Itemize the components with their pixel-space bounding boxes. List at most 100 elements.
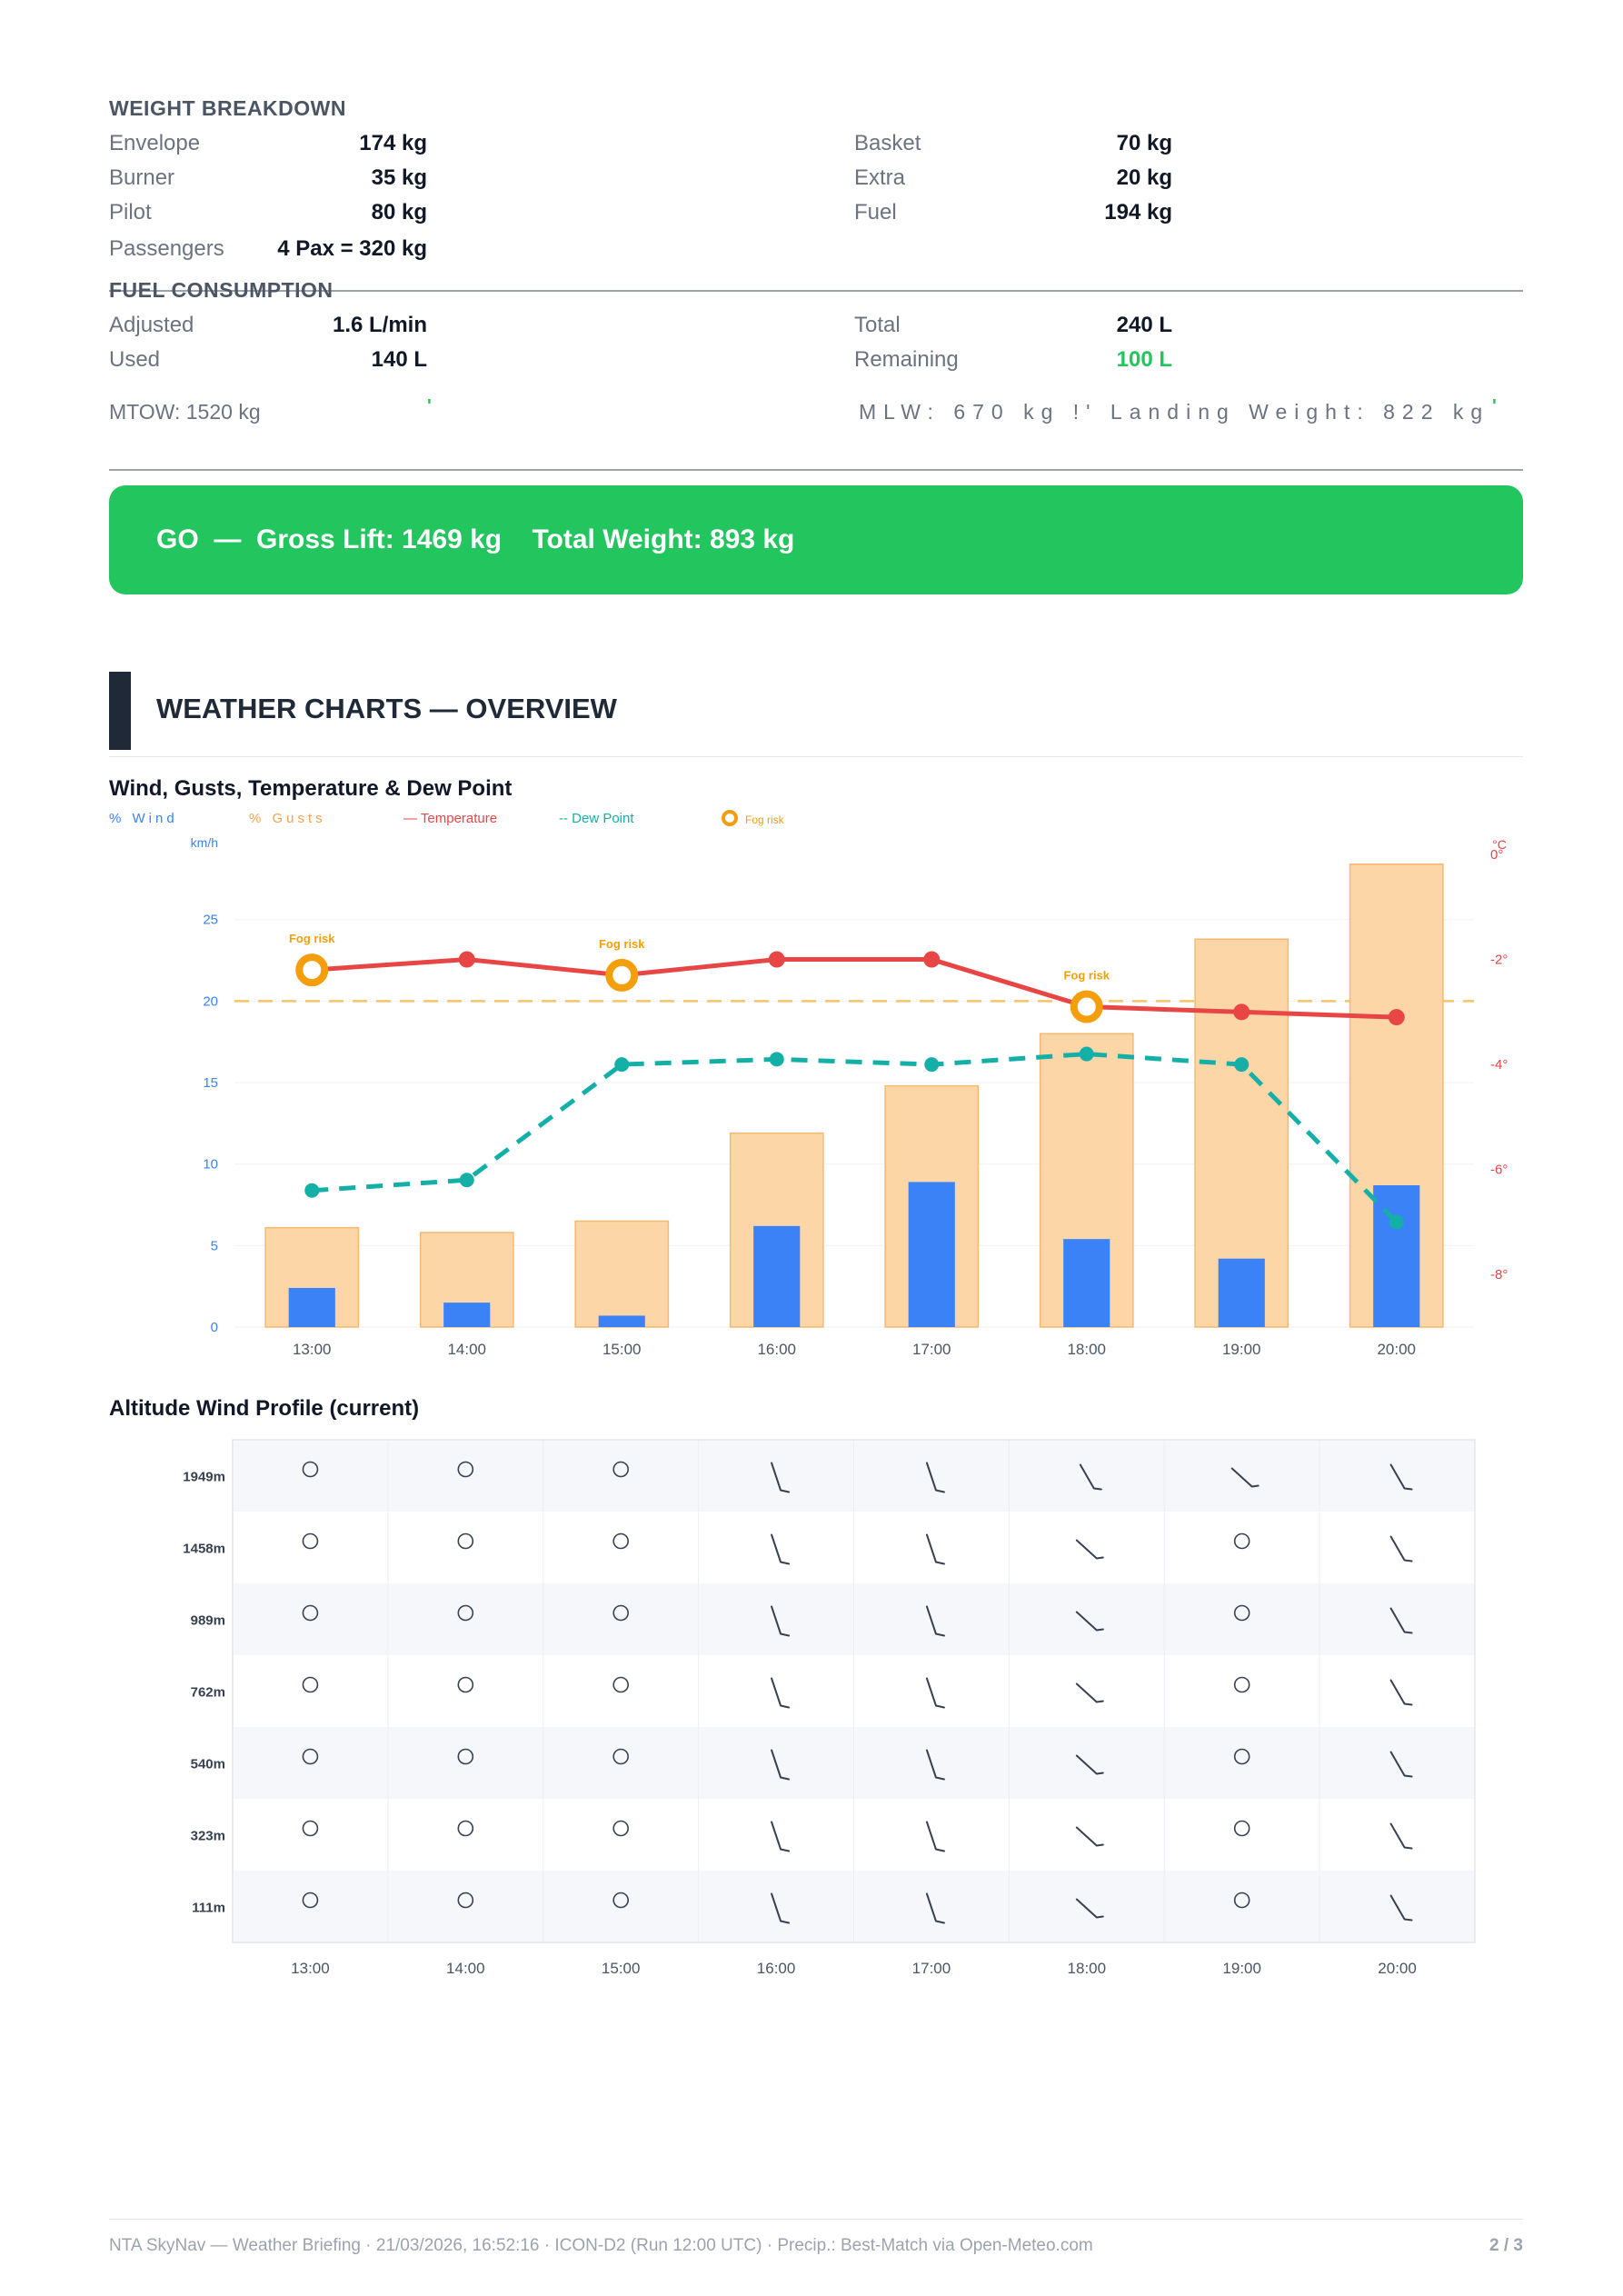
wind-barb-icon [925, 1533, 945, 1565]
calm-wind-icon [302, 1604, 319, 1622]
wind-barb-icon [925, 1462, 945, 1493]
weight-value: 80 kg [371, 200, 427, 225]
x-tick-label: 19:00 [1222, 1960, 1261, 1977]
wind-bar [443, 1303, 491, 1327]
y-left-tick-label: 20 [203, 993, 218, 1009]
x-tick-label: 16:00 [757, 1960, 796, 1977]
dew-point-marker [924, 1057, 940, 1073]
calm-wind-icon [302, 1676, 319, 1693]
wind-barb-icon [1230, 1467, 1260, 1488]
wind-barb-icon [771, 1462, 791, 1493]
go-status-banner: GO — Gross Lift: 1469 kg Total Weight: 8… [109, 485, 1523, 594]
fog-risk-label: Fog risk [289, 932, 335, 945]
legend-fog-risk: Fog risk [745, 814, 785, 826]
y-left-tick-label: 10 [203, 1157, 218, 1173]
fuel-label: Used [109, 347, 161, 372]
calm-wind-icon [1233, 1820, 1250, 1837]
calm-wind-icon [1233, 1532, 1250, 1550]
mlw-landing-weight-text: MLW: 670 kg !' Landing Weight: 822 kg [859, 400, 1490, 424]
x-tick-label: 17:00 [912, 1960, 951, 1977]
section-divider [109, 469, 1523, 471]
y-left-tick-label: 15 [203, 1075, 218, 1091]
wind-bar [288, 1287, 335, 1327]
altitude-label: 762m [191, 1685, 225, 1701]
y-right-tick-label: -8° [1490, 1267, 1508, 1283]
y-right-tick-label: 0° [1490, 847, 1503, 863]
weight-value: 4 Pax = 320 kg [277, 236, 427, 261]
weight-label: Extra [854, 165, 906, 190]
wind-barb-icon [1075, 1682, 1104, 1703]
wind-barb-icon [1389, 1894, 1413, 1922]
y-right-tick-label: -6° [1490, 1163, 1508, 1178]
weight-row-pilot: Pilot 80 kg [109, 198, 427, 227]
gust-bar [574, 1220, 670, 1328]
legend-wind: % Wind [109, 811, 178, 826]
footer-divider [109, 2219, 1523, 2220]
wind-temp-chart: % Wind % Gusts — Temperature -- Dew Point Fo… [109, 810, 1508, 1358]
fuel-row-adjusted: Adjusted 1.6 L/min [109, 311, 427, 340]
wind-bar [908, 1182, 955, 1327]
dew-point-line [312, 1052, 1399, 1224]
wind-barb-icon [771, 1533, 791, 1565]
section-divider [109, 290, 1523, 292]
fuel-row-remaining: Remaining 100 L [854, 345, 1172, 374]
x-tick-label: 20:00 [1378, 1960, 1417, 1977]
altitude-label: 540m [191, 1757, 225, 1772]
wind-barb-icon [1389, 1751, 1413, 1778]
calm-wind-icon [612, 1532, 629, 1550]
altitude-label: 111m [192, 1901, 225, 1916]
fog-risk-marker [605, 958, 639, 992]
calm-wind-icon [612, 1748, 629, 1765]
calm-wind-icon [457, 1676, 474, 1693]
x-tick-label: 15:00 [602, 1960, 641, 1977]
y-left-tick-label: 25 [203, 913, 218, 928]
wind-barb-icon [771, 1677, 791, 1709]
wind-barb-icon [1389, 1607, 1413, 1634]
calm-wind-icon [1233, 1604, 1250, 1622]
weather-charts-title: WEATHER CHARTS — OVERVIEW [156, 693, 617, 724]
wind-barb-icon [925, 1821, 945, 1852]
fog-risk-label: Fog risk [1063, 969, 1110, 983]
y-left-tick-label: 5 [211, 1238, 218, 1253]
section-divider [109, 756, 1523, 757]
fog-risk-label: Fog risk [599, 937, 645, 951]
fuel-value: 1.6 L/min [332, 313, 427, 337]
weight-label: Pilot [109, 200, 152, 225]
weight-label: Passengers [109, 236, 224, 261]
weight-value: 20 kg [1116, 165, 1172, 190]
legend-gusts: % Gusts [249, 811, 326, 826]
fog-risk-marker [295, 953, 329, 987]
landing-check-mark: ' [1492, 396, 1497, 416]
x-tick-label: 15:00 [602, 1341, 642, 1358]
wind-barb-icon [1075, 1826, 1104, 1847]
page-number: 2 / 3 [1489, 2236, 1523, 2255]
dew-point-marker [769, 1052, 784, 1067]
fuel-label: Remaining [854, 347, 959, 372]
altitude-label: 989m [191, 1613, 225, 1629]
weight-row-extra: Extra 20 kg [854, 164, 1172, 193]
weight-row-fuel: Fuel 194 kg [854, 198, 1172, 227]
fuel-row-total: Total 240 L [854, 311, 1172, 340]
x-tick-label: 20:00 [1377, 1341, 1416, 1358]
fuel-consumption-title: FUEL CONSUMPTION [109, 278, 334, 302]
wind-barb-icon [1389, 1679, 1413, 1706]
weight-breakdown-title: WEIGHT BREAKDOWN [109, 96, 346, 120]
wind-barb-icon [925, 1677, 945, 1709]
weight-row-passengers: Passengers 4 Pax = 320 kg [109, 235, 427, 264]
weight-label: Burner [109, 165, 175, 190]
wind-barb-icon [1389, 1535, 1413, 1562]
wind-barb-icon [1079, 1463, 1102, 1491]
total-weight: Total Weight: 893 kg [532, 524, 795, 554]
x-tick-label: 19:00 [1222, 1341, 1261, 1358]
fog-risk-marker [1070, 990, 1103, 1023]
dew-point-marker [459, 1173, 474, 1188]
x-tick-label: 14:00 [446, 1960, 485, 1977]
x-tick-label: 18:00 [1067, 1341, 1106, 1358]
y-right-tick-label: -2° [1490, 953, 1508, 968]
x-tick-label: 16:00 [757, 1341, 796, 1358]
calm-wind-icon [302, 1892, 319, 1909]
weight-row-burner: Burner 35 kg [109, 164, 427, 193]
legend-temperature: — Temperature [403, 811, 497, 826]
calm-wind-icon [612, 1676, 629, 1693]
altitude-label: 1949m [183, 1470, 225, 1485]
